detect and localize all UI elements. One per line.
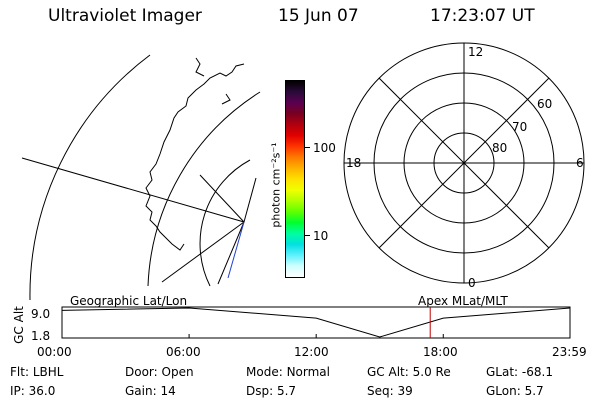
field-glon: GLon: 5.7 [486,384,544,398]
colorbar-tick-label-100: 100 [313,141,336,155]
altitude-line [61,307,571,338]
colorbar-tick [305,235,310,236]
field-dsp: Dsp: 5.7 [246,384,297,398]
mlt-label-0: 0 [468,276,476,290]
timeline-x-tick-label: 18:00 [423,345,458,359]
instrument-title: Ultraviolet Imager [48,6,202,26]
timeline-x-tick-label: 00:00 [37,345,72,359]
map-grid-line [217,221,245,285]
field-mode: Mode: Normal [246,365,330,379]
mlat-label-80: 80 [492,141,508,155]
timeline-y-tick-top: 9.0 [31,307,51,321]
map-grid-arc [199,159,251,287]
coastline [195,57,205,77]
mlat-label-70: 70 [512,120,528,134]
timeline-left-label: Geographic Lat/Lon [70,294,188,308]
timeline-frame [61,306,571,339]
satellite-track [227,221,245,279]
map-grid-line [161,221,245,283]
timeline-x-tick-label: 06:00 [166,345,201,359]
colorbar-tick-label-10: 10 [313,229,329,243]
observation-time: 17:23:07 UT [430,6,535,26]
timeline-x-tick-label: 23:59 [552,345,587,359]
timeline-y-tick-bottom: 1.8 [31,329,51,343]
field-ip: IP: 36.0 [10,384,56,398]
field-seq: Seq: 39 [367,384,413,398]
coastline [221,93,231,105]
field-glat: GLat: -68.1 [486,365,553,379]
map-grid-line [21,157,245,223]
colorbar-gradient [286,81,304,277]
polar-diagonal [378,77,550,249]
mlt-label-6: 6 [576,156,584,170]
timeline-right-label: Apex MLat/MLT [418,294,508,308]
mlt-label-18: 18 [346,156,362,170]
map-grid-arc [29,54,151,301]
coastline [145,63,245,251]
timeline-x-tick-label: 12:00 [294,345,329,359]
observation-date: 15 Jun 07 [278,6,359,26]
map-grid-arc [147,91,261,287]
map-grid-line [243,177,257,223]
mlt-label-12: 12 [468,45,484,59]
colorbar [285,80,305,278]
field-filter: Flt: LBHL [10,365,64,379]
field-gain: Gain: 14 [125,384,176,398]
field-door: Door: Open [125,365,194,379]
field-gc-alt: GC Alt: 5.0 Re [367,365,451,379]
colorbar-tick [305,147,310,148]
mlat-label-60: 60 [537,97,553,111]
map-grid-line [199,174,245,223]
